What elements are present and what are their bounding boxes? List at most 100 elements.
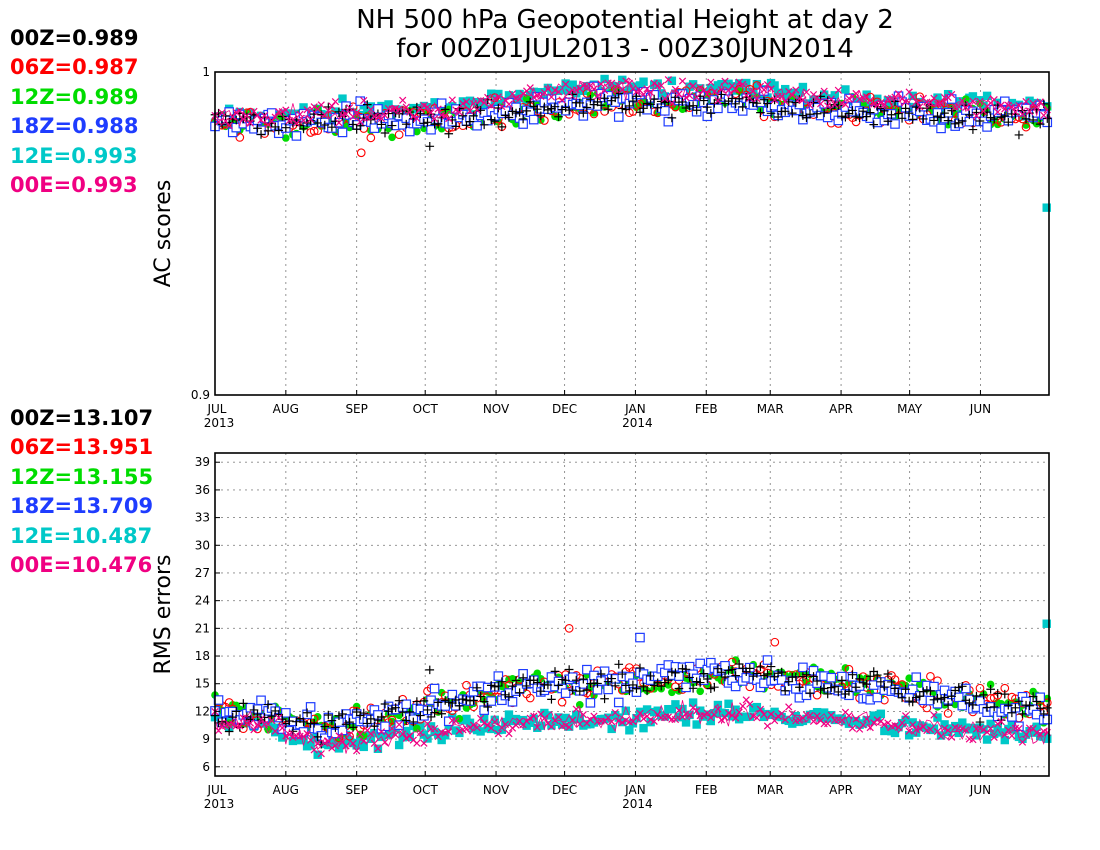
data-point [688,684,698,693]
legend-item-06z: 06Z=0.987 [10,55,139,80]
series-00e [211,696,1051,758]
data-point [479,714,489,723]
data-point [444,129,454,139]
data-point [331,98,340,106]
data-point [724,699,733,708]
data-point [819,684,829,693]
data-point [628,680,638,690]
data-point [997,728,1006,737]
data-point [958,718,967,727]
data-point [798,672,808,681]
data-point [278,733,287,742]
data-point [246,119,255,127]
data-point [933,693,942,703]
data-point [975,717,985,727]
data-point [380,699,390,709]
data-point [798,662,808,673]
data-point [905,674,913,683]
data-point [321,739,329,747]
data-point [508,681,517,691]
data-point [812,109,822,119]
data-point [693,93,701,101]
data-point [274,126,284,135]
data-point [225,121,233,130]
data-point [710,711,718,719]
data-point [381,111,389,120]
data-point [933,93,942,102]
data-point [313,732,323,742]
data-point [575,686,585,696]
data-point [951,700,960,709]
y-tick-label: 18 [195,649,210,663]
data-point [819,108,829,118]
data-point [331,116,340,126]
data-point-notable [425,665,435,675]
data-point [696,706,705,715]
data-point [327,122,337,132]
data-point [423,117,432,127]
x-year-label: 2013 [204,416,235,430]
data-point [472,97,482,107]
data-point [912,98,920,106]
data-point [501,111,510,120]
data-point [869,120,879,129]
data-point [1007,719,1017,729]
data-point [281,708,291,718]
data-point [437,735,446,745]
data-point [943,700,953,710]
data-point [236,722,244,730]
data-point [721,77,729,85]
data-point [277,112,287,121]
data-point [1018,110,1027,118]
data-point [997,718,1005,726]
data-point [773,668,783,678]
data-point [685,91,694,100]
data-point [724,666,733,675]
data-point [401,699,412,710]
data-point [472,683,482,693]
data-point [954,118,964,128]
data-point [576,720,584,728]
data-point [370,721,379,731]
data-point [465,117,475,126]
data-point [982,735,992,744]
data-point [328,744,336,752]
data-point [986,680,995,689]
data-point [746,700,754,708]
data-point [1032,697,1041,706]
data-point [646,100,655,109]
data-point [306,736,315,744]
data-point [841,85,850,94]
data-point [522,94,531,103]
data-point [617,104,627,113]
data-point [621,105,631,114]
data-point [734,659,744,669]
data-point [862,679,871,689]
data-point [625,101,634,111]
data-point-notable [1042,619,1051,628]
data-point [451,122,461,131]
data-point [1018,738,1027,746]
data-point [1014,697,1024,706]
data-point [1035,119,1045,129]
data-point [930,94,938,102]
data-point [753,714,761,722]
data-point [302,708,312,718]
data-point [653,103,663,113]
data-point [915,92,925,102]
data-point [976,99,984,108]
data-point [894,90,903,98]
data-point [912,728,921,737]
data-point [504,710,514,719]
data-point [480,99,488,107]
data-point [423,705,432,715]
legend-item-00z: 00Z=0.989 [10,26,139,50]
data-point [239,699,248,708]
data-point [798,82,808,92]
data-point [752,669,762,678]
data-point [458,111,468,121]
data-point [717,90,726,99]
data-point [490,715,499,725]
data-point [511,676,521,685]
data-point [943,709,953,718]
